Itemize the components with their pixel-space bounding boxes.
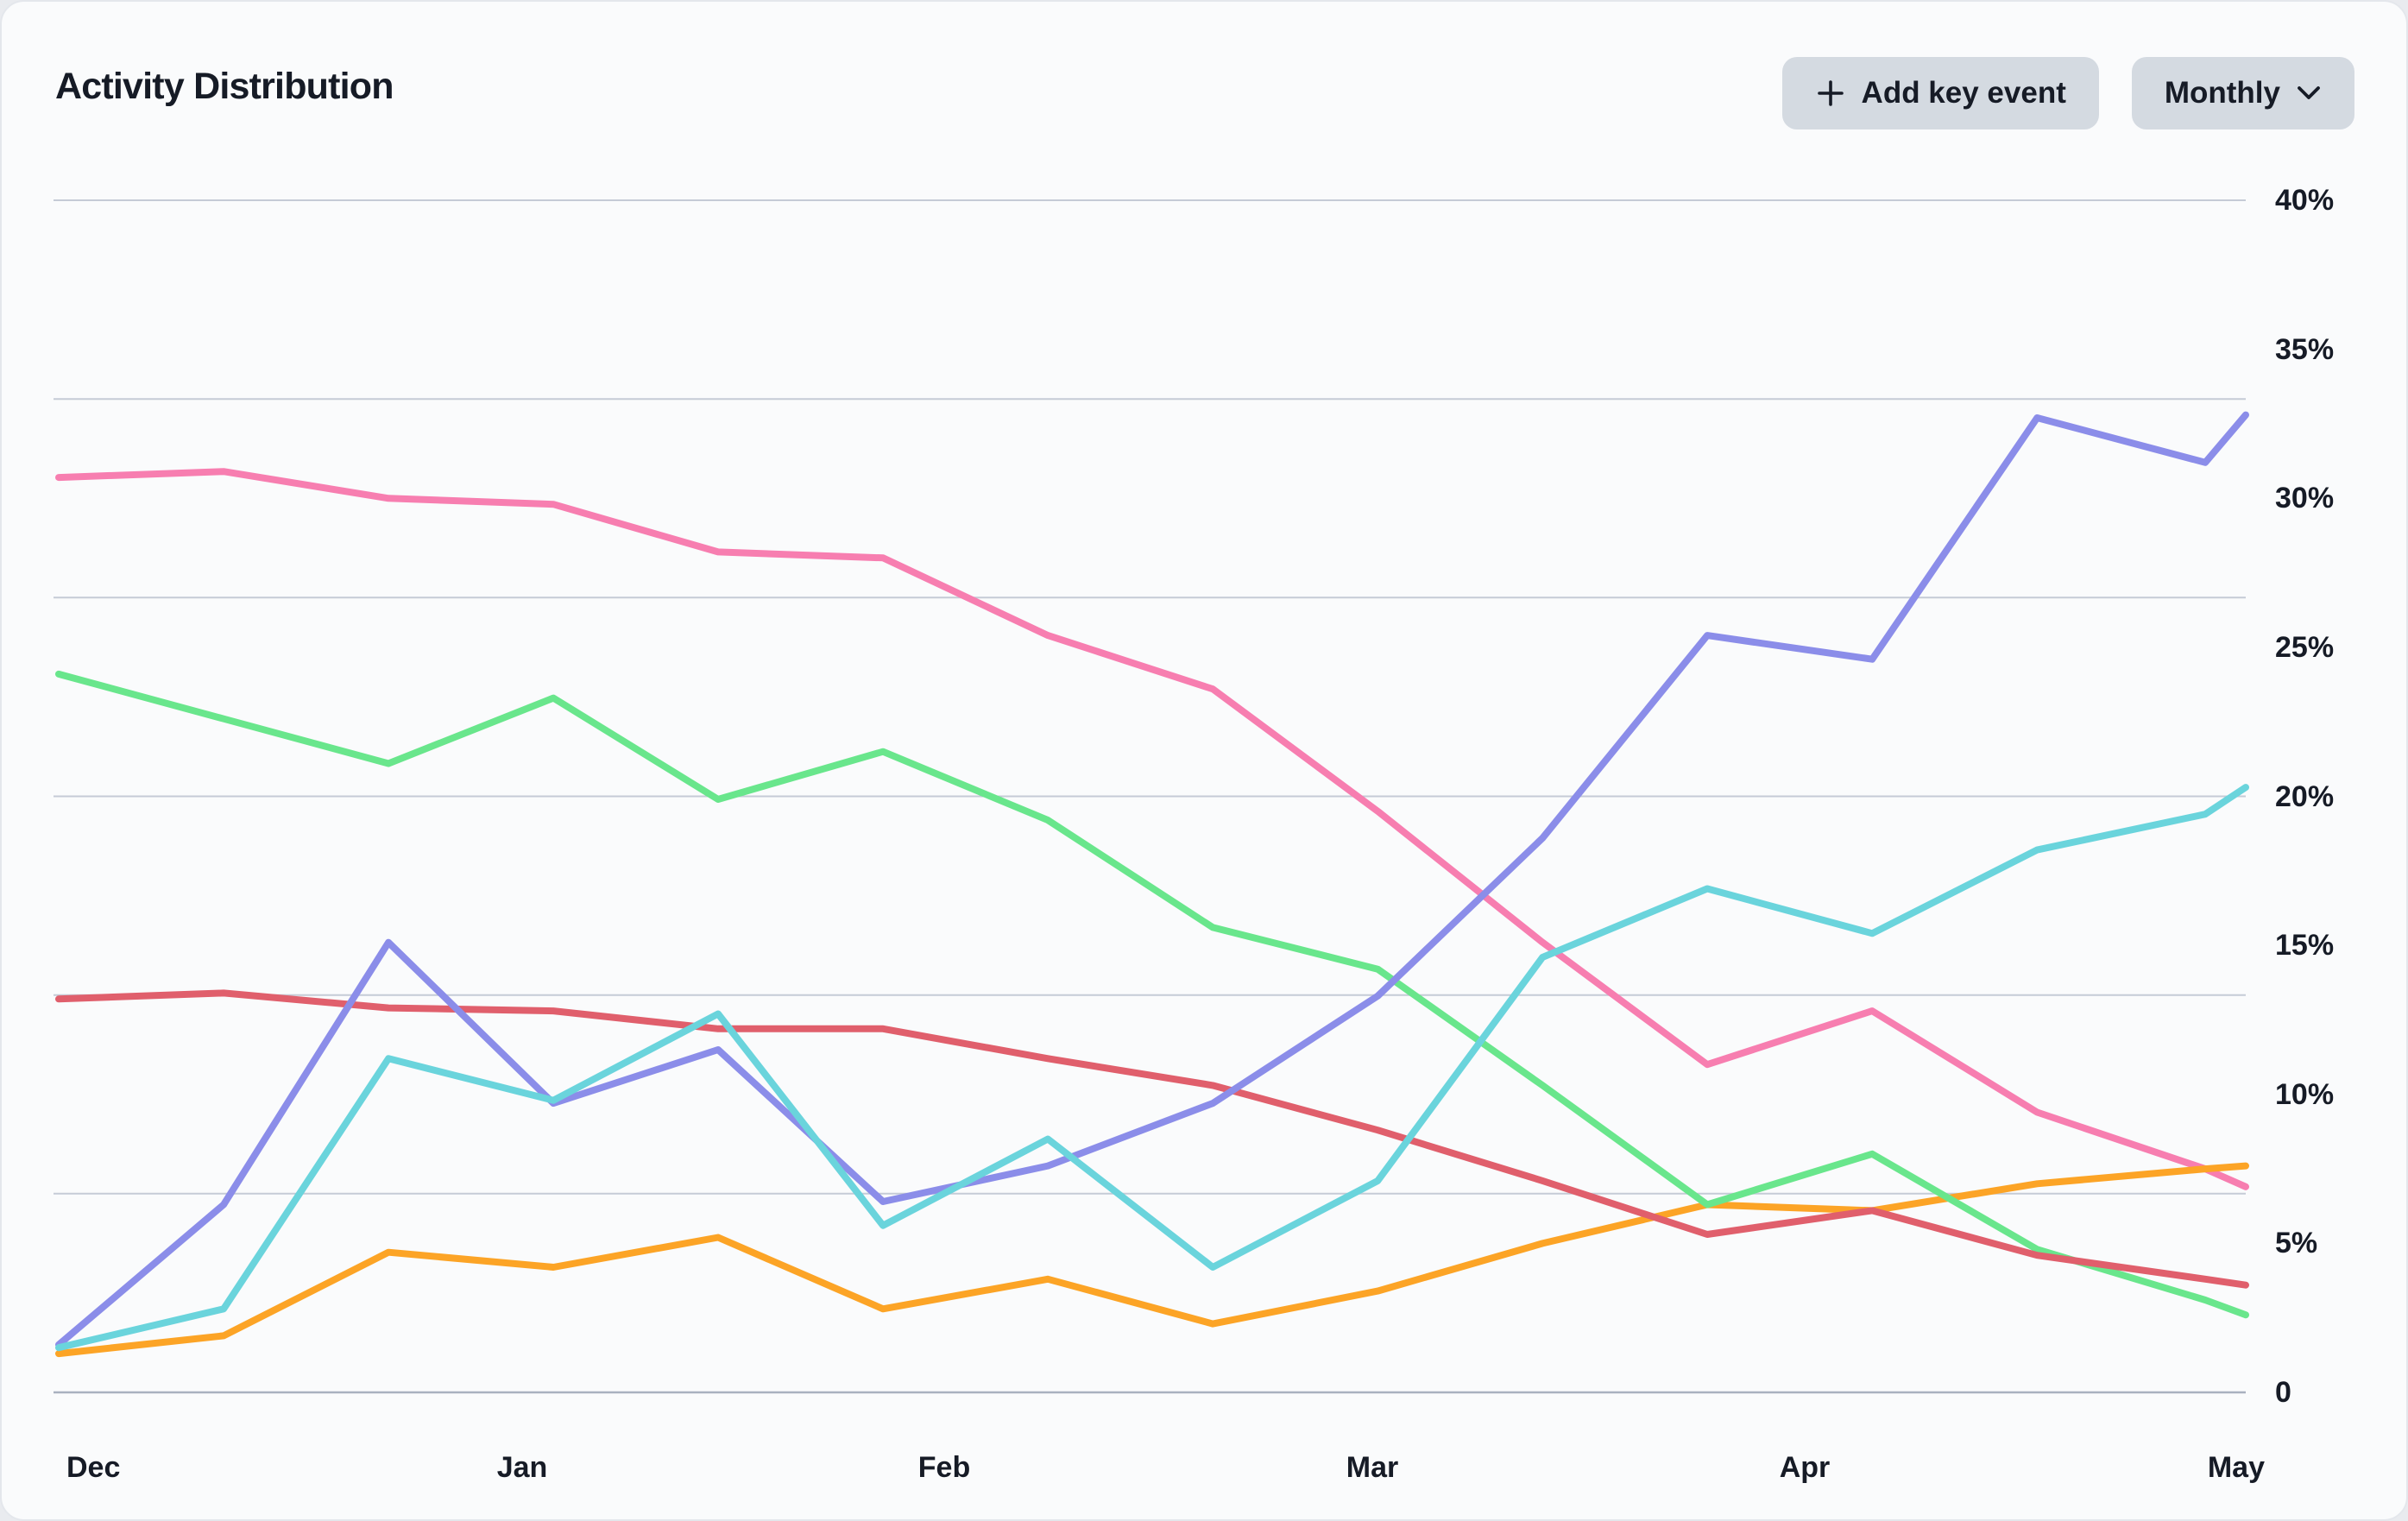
- x-axis-month-label: Feb: [917, 1451, 971, 1484]
- y-axis-tick-label: 15%: [2275, 929, 2335, 962]
- toolbar: Add key event Monthly: [1781, 57, 2354, 129]
- x-axis-month-label: Mar: [1346, 1451, 1399, 1484]
- series-line-green: [55, 670, 2249, 1319]
- y-axis-tick-label: 10%: [2275, 1077, 2335, 1111]
- period-dropdown[interactable]: Monthly: [2131, 57, 2354, 129]
- x-axis-month-label: Dec: [66, 1451, 121, 1484]
- x-axis-month-label: May: [2207, 1451, 2265, 1484]
- y-axis-tick-label: 25%: [2275, 630, 2335, 664]
- series-line-purple: [55, 411, 2249, 1348]
- page-title: Activity Distribution: [55, 66, 394, 107]
- x-axis-month-label: Apr: [1779, 1451, 1831, 1484]
- series-line-cyan: [55, 784, 2249, 1352]
- add-key-event-label: Add key event: [1861, 76, 2066, 110]
- series-line-red: [55, 989, 2249, 1289]
- y-axis-tick-label: 40%: [2275, 184, 2335, 217]
- series-line-orange: [55, 1162, 2249, 1358]
- y-axis-tick-label: 30%: [2275, 482, 2335, 515]
- y-axis-tick-label: 0: [2275, 1376, 2291, 1409]
- series-line-pink: [55, 468, 2249, 1190]
- y-axis-tick-label: 20%: [2275, 779, 2335, 813]
- add-key-event-button[interactable]: Add key event: [1781, 57, 2099, 129]
- y-axis-tick-label: 5%: [2275, 1227, 2318, 1260]
- chevron-down-icon: [2296, 85, 2322, 102]
- x-axis-month-label: Jan: [496, 1451, 548, 1484]
- plus-icon: [1815, 78, 1846, 109]
- period-dropdown-value: Monthly: [2164, 76, 2280, 110]
- y-axis-tick-label: 35%: [2275, 332, 2335, 366]
